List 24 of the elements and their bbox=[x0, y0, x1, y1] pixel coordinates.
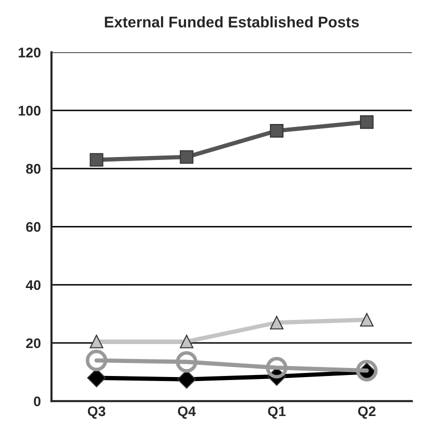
point bbox=[270, 124, 284, 138]
point bbox=[86, 350, 108, 372]
y-tick-label: 60 bbox=[26, 222, 40, 232]
point bbox=[360, 312, 374, 327]
point bbox=[176, 351, 198, 373]
point bbox=[360, 115, 374, 129]
point bbox=[266, 356, 288, 378]
y-tick-label: 0 bbox=[34, 396, 40, 406]
y-tick-label: 20 bbox=[26, 338, 40, 348]
point bbox=[90, 334, 104, 348]
chart-title: External Funded Established Posts bbox=[104, 16, 359, 28]
y-tick-label: 100 bbox=[18, 106, 40, 116]
point bbox=[180, 334, 194, 348]
point bbox=[180, 150, 194, 164]
x-tick-label: Q1 bbox=[268, 406, 286, 419]
x-tick-label: Q3 bbox=[88, 406, 106, 419]
y-tick-label: 120 bbox=[18, 48, 40, 58]
point bbox=[90, 153, 104, 167]
x-tick-label: Q2 bbox=[358, 406, 376, 419]
x-tick-label: Q4 bbox=[178, 406, 196, 419]
point bbox=[87, 368, 106, 388]
y-tick-label: 80 bbox=[26, 164, 40, 174]
point bbox=[270, 316, 284, 330]
y-tick-label: 40 bbox=[26, 280, 40, 290]
